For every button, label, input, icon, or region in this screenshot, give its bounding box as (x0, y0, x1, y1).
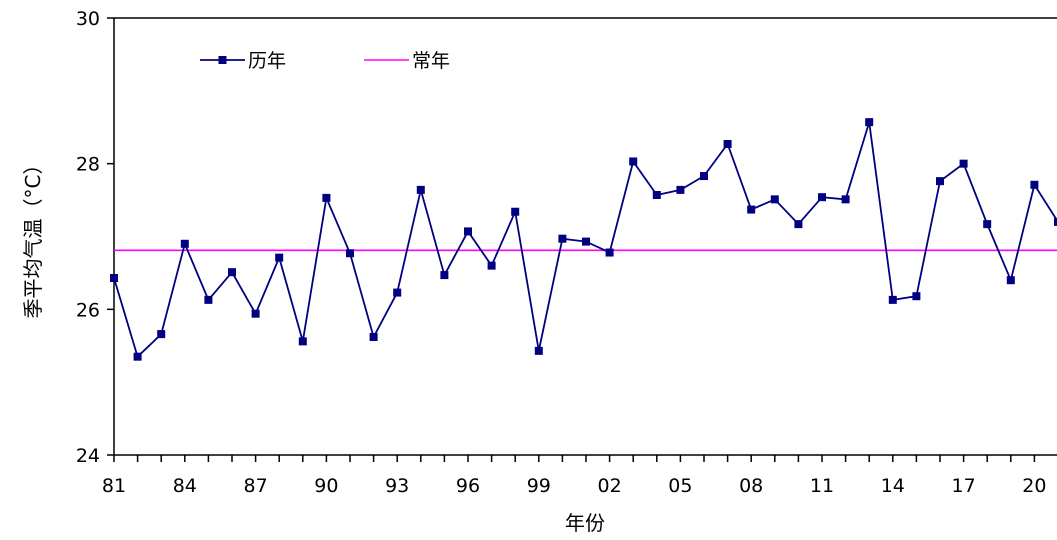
data-point-marker (534, 346, 543, 355)
x-tick-label: 02 (598, 475, 622, 497)
data-point-marker (558, 234, 567, 243)
data-point-marker (511, 207, 520, 216)
data-point-marker (723, 140, 732, 149)
data-point-marker (794, 220, 803, 229)
x-tick-label: 17 (952, 475, 976, 497)
x-tick-label: 14 (881, 475, 905, 497)
data-point-marker (322, 193, 331, 202)
data-point-marker (676, 185, 685, 194)
x-tick-label: 84 (173, 475, 197, 497)
legend-label-linian: 历年 (248, 50, 286, 72)
data-point-marker (747, 205, 756, 214)
series-markers-linian (110, 118, 1057, 361)
data-point-marker (865, 118, 874, 127)
x-tick-label: 87 (244, 475, 268, 497)
y-tick-label: 24 (76, 445, 100, 467)
x-tick-label: 11 (810, 475, 834, 497)
data-point-marker (1054, 217, 1057, 226)
data-point-marker (818, 193, 826, 202)
y-tick-label: 26 (76, 299, 100, 321)
data-point-marker (416, 185, 425, 194)
x-axis-title: 年份 (565, 511, 605, 535)
data-point-marker (393, 288, 402, 297)
x-tick-label: 90 (314, 475, 338, 497)
data-point-marker (204, 295, 213, 304)
x-tick-label: 08 (739, 475, 763, 497)
data-point-marker (369, 333, 378, 342)
data-point-marker (959, 159, 968, 168)
data-point-marker (629, 157, 638, 166)
data-point-marker (841, 195, 850, 204)
legend-marker-linian (218, 56, 227, 64)
data-point-marker (464, 227, 472, 236)
x-tick-label: 05 (668, 475, 692, 497)
data-point-marker (180, 239, 189, 248)
y-tick-label: 28 (76, 154, 100, 176)
data-point-marker (1006, 276, 1015, 285)
data-point-marker (346, 249, 354, 258)
data-point-marker (936, 177, 944, 186)
data-point-marker (983, 220, 992, 229)
x-tick-label: 96 (456, 475, 480, 497)
data-point-marker (298, 337, 307, 346)
data-point-marker (582, 237, 590, 246)
data-point-marker (605, 248, 614, 257)
legend-label-changnian: 常年 (412, 50, 450, 72)
x-tick-labels: 81 84 87 90 93 96 99 02 05 08 11 14 17 20 (102, 475, 1047, 497)
data-point-marker (1030, 180, 1039, 189)
data-point-marker (700, 172, 708, 181)
x-tick-label: 20 (1022, 475, 1046, 497)
data-point-marker (157, 330, 166, 339)
data-point-marker (912, 292, 921, 301)
data-point-marker (110, 274, 118, 283)
data-point-marker (770, 195, 779, 204)
data-point-marker (888, 295, 897, 304)
x-tick-label: 99 (527, 475, 551, 497)
y-axis-title: 季平均气温（°C） (21, 155, 45, 319)
data-point-marker (275, 253, 284, 262)
data-point-marker (652, 190, 661, 199)
x-tick-label: 93 (385, 475, 409, 497)
data-point-marker (251, 309, 260, 318)
x-tick-label: 81 (102, 475, 126, 497)
data-point-marker (487, 261, 496, 270)
y-tick-labels: 24 26 28 30 (76, 8, 100, 467)
legend: 历年 常年 (200, 50, 450, 72)
data-point-marker (440, 271, 449, 280)
data-point-marker (228, 268, 236, 277)
data-point-marker (133, 352, 142, 361)
axes (107, 17, 1057, 462)
y-tick-label: 30 (76, 8, 100, 30)
